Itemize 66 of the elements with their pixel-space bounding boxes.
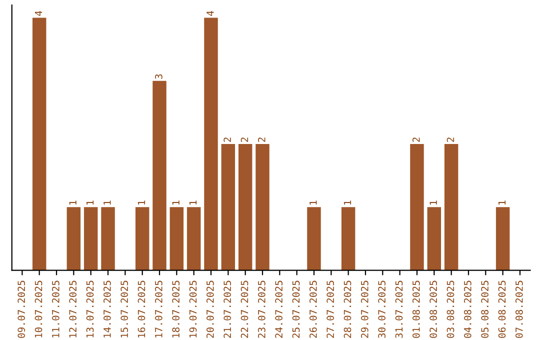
x-tick-label: 12.07.2025 — [69, 280, 77, 338]
x-tick-label: 31.07.2025 — [395, 280, 403, 338]
data-label: 1 — [172, 200, 180, 205]
bar — [101, 207, 115, 270]
bar — [341, 207, 356, 270]
x-tick-label: 13.07.2025 — [86, 280, 94, 338]
data-label: 4 — [34, 10, 42, 16]
data-label: 4 — [206, 10, 214, 16]
x-tick-label: 21.07.2025 — [224, 280, 232, 338]
data-label: 1 — [86, 200, 94, 205]
data-label: 2 — [446, 138, 454, 142]
data-label: 1 — [430, 200, 437, 205]
x-tick-label: 23.07.2025 — [258, 280, 266, 338]
x-tick-label: 05.08.2025 — [481, 280, 488, 338]
data-label: 1 — [189, 200, 197, 205]
x-tick-label: 03.08.2025 — [446, 280, 454, 338]
x-tick-label: 17.07.2025 — [154, 280, 162, 338]
bar — [66, 207, 81, 270]
data-label: 1 — [138, 200, 146, 205]
x-tick-label: 15.07.2025 — [120, 280, 128, 338]
data-label: 2 — [224, 138, 231, 142]
data-label: 1 — [344, 200, 352, 205]
bar — [427, 207, 442, 270]
data-label: 2 — [258, 138, 266, 142]
bar — [307, 207, 321, 270]
bar — [135, 207, 150, 270]
bar — [84, 207, 98, 270]
x-tick-label: 28.07.2025 — [344, 280, 352, 338]
bar — [152, 80, 166, 270]
data-label: 3 — [154, 74, 162, 79]
x-tick-label: 07.08.2025 — [515, 280, 523, 338]
data-label: 2 — [412, 138, 420, 142]
x-tick-label: 27.07.2025 — [326, 280, 334, 338]
x-tick-label: 01.08.2025 — [412, 280, 420, 338]
x-tick-label: 09.07.2025 — [18, 280, 26, 338]
x-tick-label: 10.07.2025 — [34, 280, 42, 338]
bar — [221, 144, 236, 270]
bar — [238, 144, 252, 270]
x-tick-label: 18.07.2025 — [172, 280, 180, 338]
x-tick-label: 26.07.2025 — [309, 280, 317, 338]
x-tick-label: 11.07.2025 — [52, 280, 60, 338]
x-tick-label: 20.07.2025 — [206, 280, 214, 338]
bar — [410, 144, 424, 270]
data-label: 1 — [310, 200, 317, 205]
bar — [186, 207, 201, 270]
x-tick-label: 25.07.2025 — [292, 280, 300, 338]
x-tick-label: 30.07.2025 — [378, 280, 386, 338]
x-tick-label: 29.07.2025 — [360, 280, 368, 338]
bar — [170, 207, 184, 270]
x-tick-label: 24.07.2025 — [275, 280, 283, 338]
bar — [256, 144, 270, 270]
data-label: 2 — [240, 138, 248, 142]
x-tick-label: 14.07.2025 — [104, 280, 111, 338]
x-tick-label: 04.08.2025 — [464, 280, 472, 338]
data-label: 1 — [104, 200, 111, 205]
data-label: 1 — [69, 200, 76, 205]
data-label: 1 — [498, 200, 506, 205]
x-tick-label: 02.08.2025 — [430, 280, 437, 338]
bar — [32, 18, 46, 270]
x-tick-label: 06.08.2025 — [498, 280, 506, 338]
x-tick-label: 16.07.2025 — [138, 280, 146, 338]
bar — [496, 207, 510, 270]
x-tick-label: 22.07.2025 — [240, 280, 248, 338]
bar — [204, 18, 218, 270]
bar — [444, 144, 458, 270]
x-tick-label: 19.07.2025 — [189, 280, 197, 338]
